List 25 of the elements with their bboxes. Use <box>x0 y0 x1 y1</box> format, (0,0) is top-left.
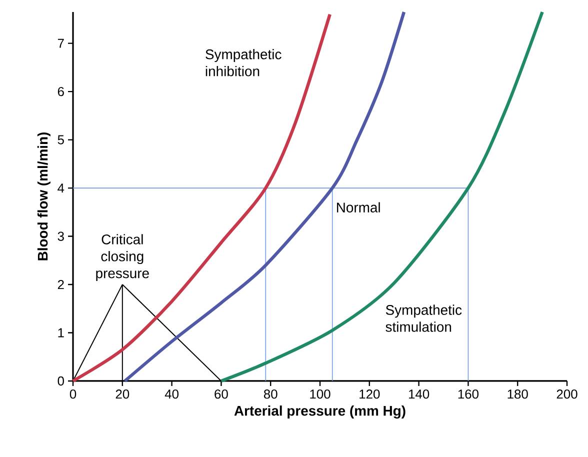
y-tick-label: 3 <box>58 232 64 241</box>
x-tick-label: 60 <box>214 390 228 399</box>
x-tick-label: 120 <box>360 390 380 399</box>
text: Sympathetic inhibition <box>206 49 282 76</box>
x-tick-label: 20 <box>116 390 130 399</box>
x-tick-label: 80 <box>264 390 278 399</box>
x-tick-label: 180 <box>508 390 528 399</box>
y-tick-label: 5 <box>58 135 64 144</box>
annotation: Critical closing pressure <box>96 234 149 281</box>
y-tick-label: 4 <box>58 184 64 192</box>
x-axis-title: Arterial pressure (mm Hg) <box>234 406 406 419</box>
y-axis-title: Blood flow (ml/min) <box>37 132 50 260</box>
x-tick-label: 200 <box>556 390 578 399</box>
series-label: Normal <box>337 202 380 212</box>
y-tick-label: 0 <box>58 376 64 386</box>
series-label: Sympathetic stimulation <box>386 304 462 332</box>
x-tick-label: 100 <box>310 390 330 399</box>
x-tick-label: 140 <box>408 390 430 399</box>
x-tick-label: 0 <box>70 390 76 399</box>
y-tick-label: 2 <box>58 280 64 290</box>
x-tick-label: 160 <box>458 390 479 399</box>
y-tick-label: 6 <box>58 86 64 96</box>
x-tick-label: 40 <box>164 390 179 399</box>
y-tick-label: 1 <box>58 328 64 338</box>
y-tick-label: 7 <box>58 38 64 48</box>
